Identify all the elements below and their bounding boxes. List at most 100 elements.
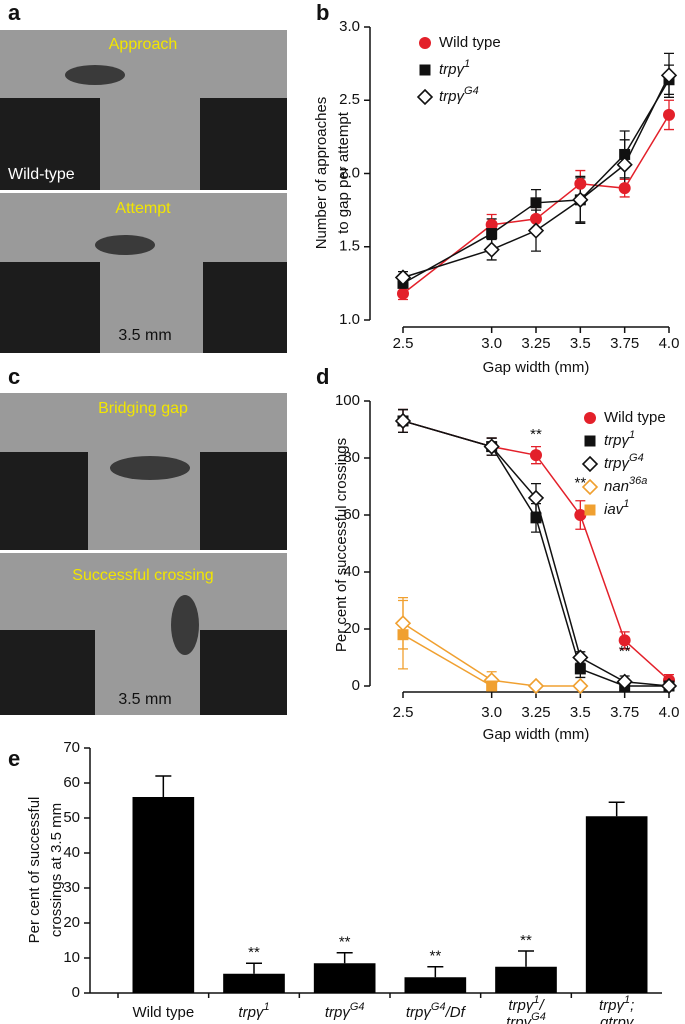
marker: [574, 663, 586, 675]
legend-label-part: 1: [623, 498, 629, 510]
panel-letter: e: [8, 746, 20, 771]
marker: [574, 509, 587, 521]
series-line: [402, 622, 581, 687]
x-tick-label: 2.5: [393, 704, 414, 721]
series-line: [402, 75, 670, 279]
bar: [404, 977, 467, 993]
legend-marker: [581, 455, 599, 473]
y-tick-label: 1.5: [339, 238, 360, 255]
y-tick-label: 2.0: [339, 164, 360, 181]
y-tick-label: 20: [343, 620, 360, 637]
marker: [616, 673, 633, 690]
bar: [313, 963, 376, 993]
marker: [660, 677, 678, 695]
error-bar: [336, 952, 353, 964]
y-tick-label: 60: [63, 774, 80, 791]
photo-label: 3.5 mm: [118, 691, 171, 708]
x-tick-label: 3.0: [481, 335, 502, 352]
marker: [397, 629, 409, 641]
marker: [530, 212, 542, 225]
y-tick-label: 100: [335, 392, 360, 409]
x-tick-label-part: trpγ: [406, 1004, 433, 1021]
error-bar: [608, 801, 625, 817]
photo: Successful crossing 3.5 mm: [0, 553, 287, 715]
y-tick-label: 1.0: [339, 311, 360, 328]
x-tick-label-part: G4: [531, 1011, 546, 1023]
x-tick-label-part: trpγ: [238, 1004, 265, 1021]
x-tick-label-part: G4: [431, 1001, 446, 1013]
x-tick-label: trpγ1/: [508, 994, 545, 1014]
photo: Approach Wild-type: [0, 30, 287, 190]
y-tick-label: 50: [63, 809, 80, 826]
panel-letter: a: [8, 0, 21, 25]
x-tick-label: 3.25: [521, 335, 550, 352]
panel-letter: d: [316, 364, 329, 389]
x-tick-label: 4.0: [659, 335, 680, 352]
x-tick-label-part: trpγ: [599, 997, 626, 1014]
legend-label-part: trpγ: [604, 455, 631, 472]
error-bar: [246, 962, 262, 974]
photo: Bridging gap: [0, 393, 287, 550]
marker: [486, 680, 498, 692]
y-axis-label: Per cent of successful crossings: [333, 438, 350, 652]
legend-marker: [584, 504, 596, 516]
x-tick-label-part: /: [538, 997, 545, 1014]
legend-marker: [584, 412, 596, 424]
x-tick-label: 2.5: [393, 335, 414, 352]
x-tick-label-part: 1: [624, 994, 630, 1006]
marker: [394, 412, 412, 430]
x-tick-label-part: trpγ: [325, 1004, 352, 1021]
photo-label: Wild-type: [8, 166, 75, 183]
y-tick-label: 20: [63, 914, 80, 931]
y-tick-label: 40: [63, 844, 80, 861]
y-tick-label: 80: [343, 449, 360, 466]
annotation: **: [339, 934, 351, 951]
legend-marker: [419, 64, 431, 76]
legend-marker: [416, 88, 434, 106]
marker: [486, 228, 498, 240]
legend-label-part: G4: [629, 452, 644, 464]
legend-marker: [419, 37, 431, 49]
bar: [223, 973, 285, 993]
x-tick-label: 3.25: [521, 704, 550, 721]
error-bar: [427, 966, 444, 978]
legend-label: Wild type: [439, 34, 501, 51]
marker: [527, 677, 545, 695]
x-axis-label: Gap width (mm): [483, 359, 590, 376]
panel-letter: c: [8, 364, 20, 389]
legend-label-part: iav: [604, 501, 625, 518]
marker: [530, 449, 542, 462]
photo-label: Attempt: [115, 200, 171, 217]
marker: [394, 269, 412, 286]
x-tick-label-part: trpγ: [508, 997, 535, 1014]
error-bar: [518, 950, 534, 967]
y-tick-label: 70: [63, 739, 80, 756]
legend-label-part: nan: [604, 478, 629, 495]
legend-marker: [584, 435, 596, 447]
marker: [574, 177, 587, 190]
error-bar: [155, 775, 172, 797]
legend-label-part: G4: [464, 85, 479, 97]
x-tick-label-part: trpγ: [506, 1014, 533, 1024]
y-tick-label: 0: [352, 677, 360, 694]
legend-label: trpγ1: [604, 429, 635, 449]
bar: [495, 966, 557, 993]
x-tick-label: 3.5: [570, 335, 591, 352]
x-tick-label: 3.75: [610, 704, 639, 721]
annotation: **: [248, 944, 260, 961]
series-line: [402, 79, 670, 285]
marker: [618, 634, 631, 647]
photo-label: Approach: [109, 36, 178, 53]
legend-label-part: trpγ: [604, 432, 631, 449]
legend-label-part: trpγ: [439, 88, 466, 105]
annotation: **: [429, 948, 441, 965]
x-tick-label: 3.75: [610, 335, 639, 352]
x-tick-label-part: ;: [630, 997, 634, 1014]
x-tick-label: 4.0: [659, 704, 680, 721]
legend-label-part: 1: [464, 58, 470, 70]
marker: [572, 677, 589, 695]
legend-label-part: trpγ: [439, 61, 466, 78]
x-tick-label-part: 1: [263, 1001, 269, 1013]
marker: [572, 191, 589, 209]
marker: [527, 222, 545, 239]
